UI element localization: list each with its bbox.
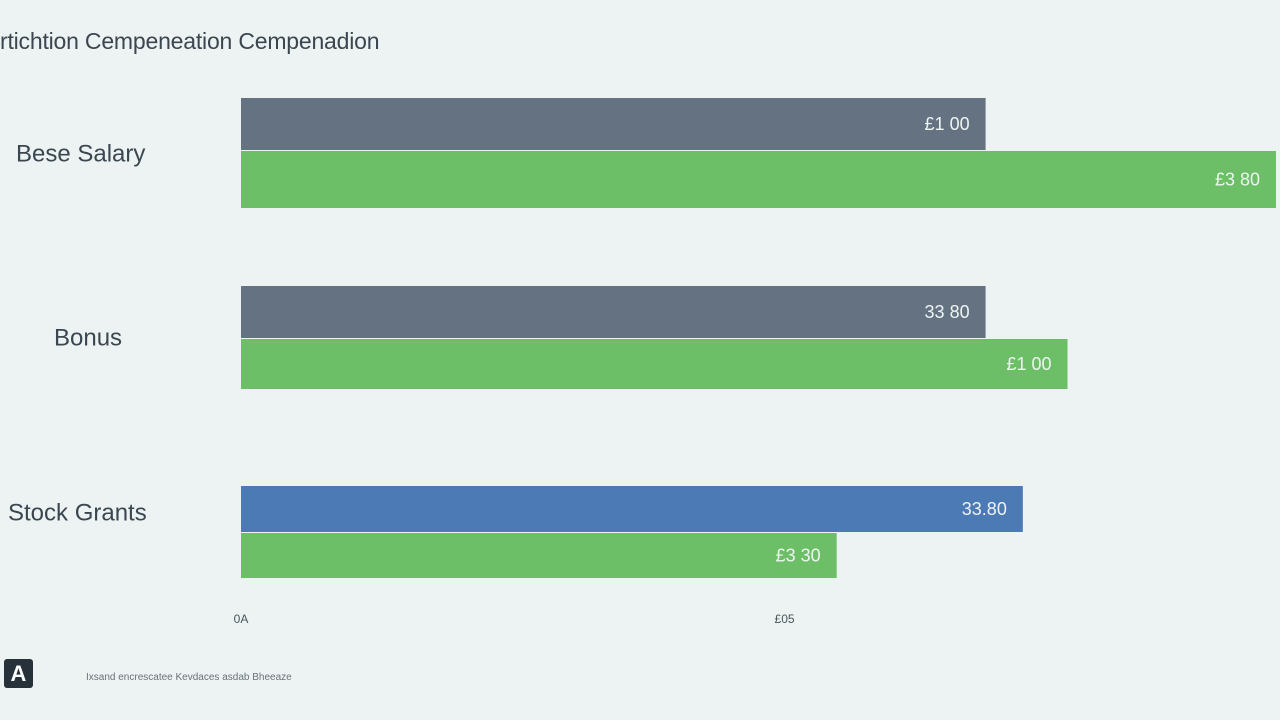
bar-value-label: 33.80 <box>962 499 1007 519</box>
bar-value-label: £1 00 <box>925 114 970 134</box>
bar <box>241 339 1068 389</box>
x-tick-label: 0A <box>234 612 249 626</box>
bar <box>241 286 986 338</box>
bar-value-label: 33 80 <box>925 302 970 322</box>
bar <box>241 151 1276 208</box>
chart-title: rtichtion Cempeneation Cempenadion <box>0 28 380 54</box>
footnote: Ixsand encrescatee Kevdaces asdab Bheeaz… <box>86 672 292 683</box>
category-label: Stock Grants <box>8 499 147 526</box>
category-label: Bonus <box>54 324 122 351</box>
bar <box>241 486 1023 532</box>
brand-logo: A <box>4 659 33 688</box>
x-tick-label: £05 <box>775 612 795 626</box>
bar-value-label: £3 30 <box>776 545 821 565</box>
bar <box>241 98 986 150</box>
bar-value-label: £3 80 <box>1215 169 1260 189</box>
category-label: Bese Salary <box>16 140 145 167</box>
bar <box>241 533 837 578</box>
bar-value-label: £1 00 <box>1006 354 1051 374</box>
